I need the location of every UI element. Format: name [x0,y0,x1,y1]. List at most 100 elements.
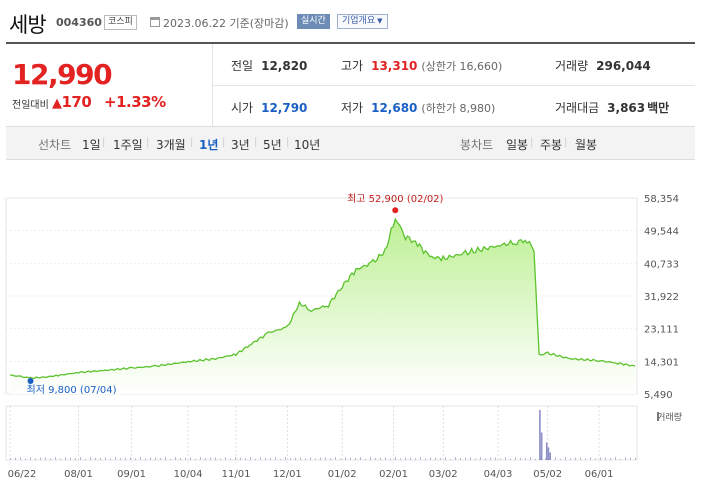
volume-bar [530,457,531,460]
tab-weekly-candle[interactable]: 주봉 [540,138,563,152]
open-label: 시가 [231,101,254,115]
chart-period-tabs: 선차트 1일 | 1주일 | 3개월 | 1년 | 3년 | 5년 | 10년 … [6,126,695,160]
volume-bar [255,458,256,460]
y-tick-label: 58,354 [644,194,679,205]
volume-bar [340,458,341,460]
market-badge: 코스피 [104,15,137,30]
volume-bar [485,458,486,460]
x-tick-label: 04/03 [484,469,513,479]
date-text: 2023.06.22 기준(장마감) [163,17,289,30]
volume-bar [190,457,191,460]
volume-bar [385,457,386,460]
current-price: 12,990 [12,58,113,91]
y-tick-label: 31,922 [644,292,679,303]
x-tick-label: 01/02 [328,469,357,479]
volume-bar [380,457,381,460]
volume-bar [539,410,541,460]
high-label: 고가 [341,59,364,73]
volume-bar [235,457,236,460]
upper-limit: (상한가 16,660) [421,60,503,73]
volume-bar [560,458,561,460]
volume-bar [370,457,371,460]
volume-bar [615,457,616,460]
tab-10-year[interactable]: 10년 [294,138,321,152]
volume-bar [585,458,586,460]
volume-bar [520,457,521,460]
volume-bar [630,457,631,460]
volume-bar [175,457,176,460]
volume-bar [50,458,51,460]
volume-bar [360,457,361,460]
x-tick-label: 11/01 [222,469,251,479]
volume-bar [540,432,543,460]
volume-bar [535,458,536,460]
y-tick-label: 40,733 [644,259,679,270]
volume-bar [110,458,111,460]
price-change-value: 170 [61,93,92,111]
tab-monthly-candle[interactable]: 월봉 [575,138,598,152]
volume-stat: 거래량 296,044 [555,57,651,74]
volume-bar [60,458,61,460]
volume-bar [565,457,566,460]
volume-bar [547,447,550,460]
volume-bar [195,458,196,460]
tab-daily-candle[interactable]: 일봉 [506,138,529,152]
volume-bar [55,457,56,460]
tab-5-year[interactable]: 5년 [263,138,282,152]
amount-stat: 거래대금 3,863 백만 [555,99,669,116]
tab-3-month[interactable]: 3개월 [156,138,186,152]
x-tick-label: 02/01 [379,469,408,479]
y-tick-label: 5,490 [644,390,673,401]
tab-3-year[interactable]: 3년 [231,138,250,152]
volume-bar [425,458,426,460]
volume-bar [480,457,481,460]
volume-bar [145,458,146,460]
volume-bar [10,457,11,460]
volume-bar [245,458,246,460]
volume-bar [225,457,226,460]
candle-chart-label: 봉차트 [460,138,494,152]
tab-1-year[interactable]: 1년 [199,138,219,152]
volume-bar [350,457,351,460]
volume-bar [590,457,591,460]
volume-bar [400,458,401,460]
tab-1-day[interactable]: 1일 [82,138,101,152]
volume-bar [305,458,306,460]
volume-frame [5,405,638,461]
volume-bar [270,457,271,460]
line-chart-label: 선차트 [38,138,72,152]
amount-label: 거래대금 [555,101,600,115]
volume-label: 거래량 [555,59,589,73]
volume-value: 296,044 [596,59,651,73]
volume-bar [180,457,181,460]
tab-separator: | [222,137,226,148]
x-tick-label: 06/22 [8,469,37,479]
volume-bar [25,458,26,460]
realtime-button[interactable]: 실시간 [297,14,330,29]
volume-bar [545,457,546,460]
tab-separator: | [102,137,106,148]
open-value: 12,790 [261,101,308,115]
volume-bar [490,457,491,460]
volume-bar [570,458,571,460]
stock-header: 세방 004360 코스피 2023.06.22 기준(장마감) 실시간 기업개… [0,0,701,42]
volume-bar [595,458,596,460]
volume-bar [35,458,36,460]
amount-value: 3,863 [607,101,646,115]
volume-bar [155,457,156,460]
volume-bar [75,457,76,460]
volume-bar [390,458,391,460]
divider [213,85,695,86]
price-chart[interactable]: 58,354 49,544 40,733 31,922 23,111 14,301 5,49… [0,160,701,479]
volume-bar [205,458,206,460]
company-profile-dropdown[interactable]: 기업개요 ▼ [337,14,388,29]
high-marker-dot [392,207,399,214]
volume-bar [125,457,126,460]
amount-unit: 백만 [647,101,670,115]
volume-bar [230,458,231,460]
tab-1-week[interactable]: 1주일 [113,138,143,152]
high-annotation: 최고 52,900 (02/02) [347,193,443,205]
volume-bar [275,457,276,460]
volume-bar [30,457,31,460]
volume-bar [105,457,106,460]
